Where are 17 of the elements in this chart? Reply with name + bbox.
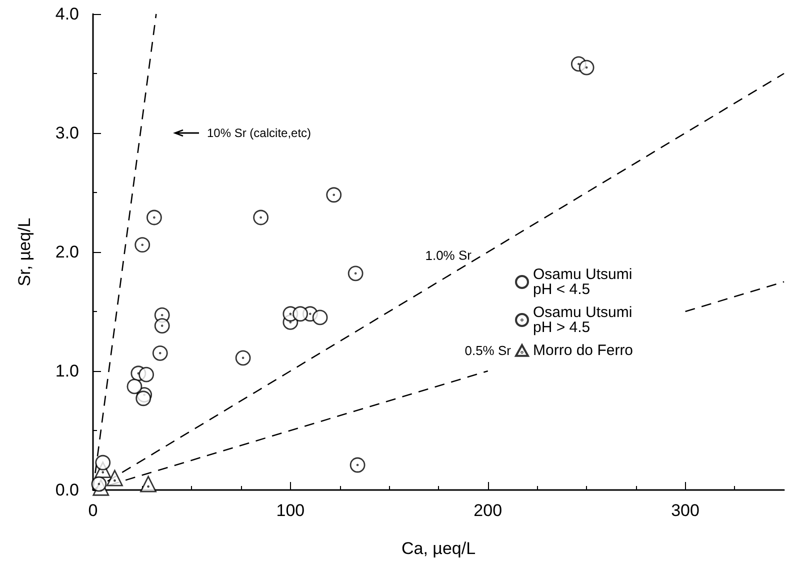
y-tick-label: 3.0 [55,124,79,142]
x-tick-label: 300 [671,501,700,520]
y-tick-label: 1.0 [55,362,79,380]
y-tick-label: 4.0 [55,4,79,24]
legend-label: Morro do Ferro [533,342,634,359]
legend-label: Osamu Utsumi pH > 4.5 [533,304,632,336]
x-tick-label: 200 [474,501,502,520]
series-label: 0.5% Sr [464,342,512,358]
x-tick-label: 0 [88,501,98,520]
x-tick-label: 100 [276,501,305,520]
series-label: 1.0% Sr [425,248,472,263]
legend-label: Osamu Utsumi pH < 4.5 [533,266,632,298]
y-tick-label: 0.0 [55,480,79,500]
x-axis-title: Ca, µeq/L [401,539,476,558]
y-tick-label: 2.0 [55,242,79,262]
annotation: 10% Sr (calcite,etc) [207,126,312,140]
y-axis-title: Sr, µeq/L [15,218,34,286]
